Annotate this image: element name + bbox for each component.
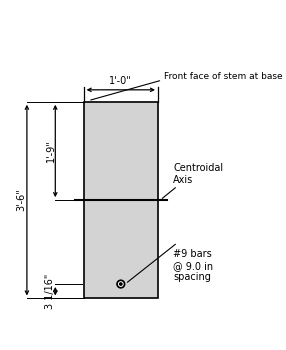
Text: #9 bars
@ 9.0 in
spacing: #9 bars @ 9.0 in spacing [173, 249, 213, 282]
Bar [84, 102, 158, 299]
Text: 3'-6": 3'-6" [16, 189, 26, 211]
Text: 3 1/16": 3 1/16" [45, 274, 55, 309]
Text: Centroidal
Axis: Centroidal Axis [173, 163, 223, 185]
Text: Front face of stem at base: Front face of stem at base [164, 72, 283, 81]
Circle shape [117, 280, 125, 288]
Text: 1'-0": 1'-0" [110, 76, 132, 86]
Circle shape [119, 282, 123, 286]
Circle shape [120, 283, 122, 285]
Text: 1'-9": 1'-9" [45, 140, 55, 162]
